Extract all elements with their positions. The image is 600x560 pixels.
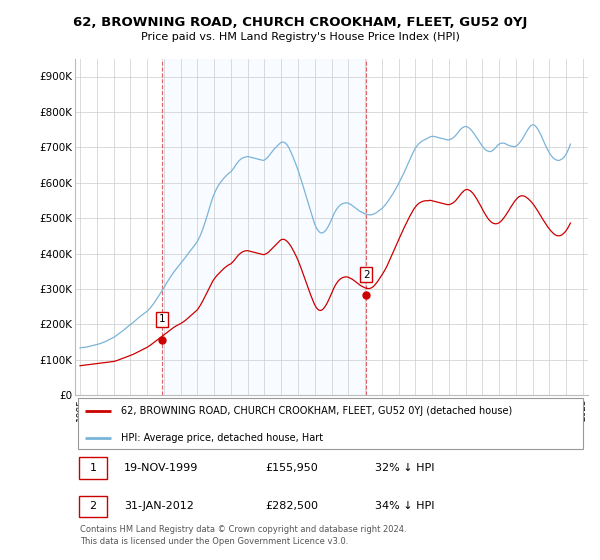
Text: 19-NOV-1999: 19-NOV-1999 bbox=[124, 463, 198, 473]
Text: Contains HM Land Registry data © Crown copyright and database right 2024.
This d: Contains HM Land Registry data © Crown c… bbox=[80, 525, 407, 546]
Bar bbox=[162, 59, 367, 395]
Text: 31-JAN-2012: 31-JAN-2012 bbox=[124, 501, 194, 511]
Text: 1: 1 bbox=[89, 463, 97, 473]
Text: 62, BROWNING ROAD, CHURCH CROOKHAM, FLEET, GU52 0YJ (detached house): 62, BROWNING ROAD, CHURCH CROOKHAM, FLEE… bbox=[121, 406, 512, 416]
Text: 32% ↓ HPI: 32% ↓ HPI bbox=[375, 463, 434, 473]
Text: 2: 2 bbox=[363, 269, 370, 279]
Text: £282,500: £282,500 bbox=[265, 501, 318, 511]
Text: 1: 1 bbox=[158, 314, 165, 324]
Text: Price paid vs. HM Land Registry's House Price Index (HPI): Price paid vs. HM Land Registry's House … bbox=[140, 32, 460, 43]
Text: HPI: Average price, detached house, Hart: HPI: Average price, detached house, Hart bbox=[121, 432, 323, 442]
Text: 62, BROWNING ROAD, CHURCH CROOKHAM, FLEET, GU52 0YJ: 62, BROWNING ROAD, CHURCH CROOKHAM, FLEE… bbox=[73, 16, 527, 29]
FancyBboxPatch shape bbox=[77, 399, 583, 450]
Text: 2: 2 bbox=[89, 501, 97, 511]
FancyBboxPatch shape bbox=[79, 458, 107, 479]
Text: 34% ↓ HPI: 34% ↓ HPI bbox=[375, 501, 434, 511]
FancyBboxPatch shape bbox=[79, 496, 107, 517]
Text: £155,950: £155,950 bbox=[265, 463, 317, 473]
